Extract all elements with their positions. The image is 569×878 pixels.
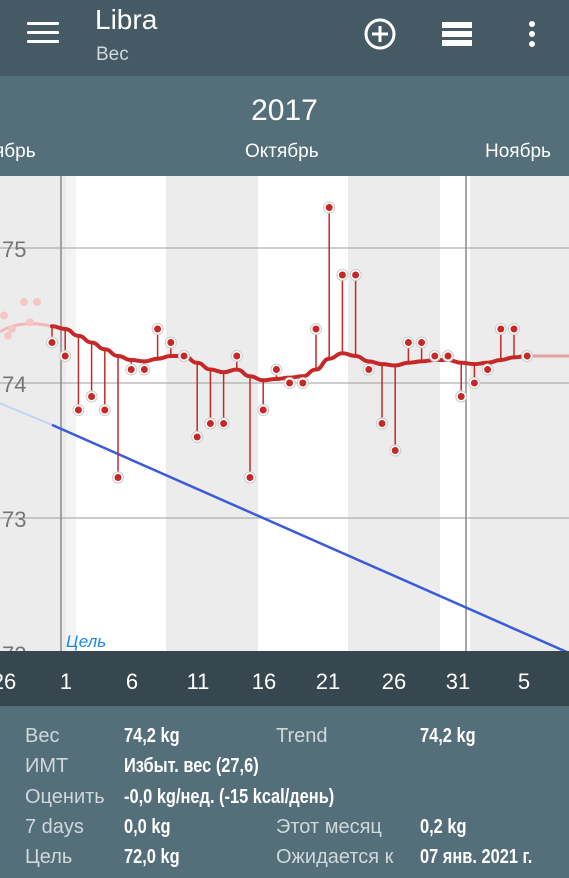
- weight-point: [233, 352, 241, 360]
- stat-rate-value: -0,0 kg/нед. (-15 kcal/день): [124, 786, 335, 808]
- weight-point: [246, 474, 254, 481]
- weight-point: [101, 406, 109, 414]
- stat-weight-value: 74,2 kg: [124, 725, 180, 747]
- weight-point: [510, 325, 518, 333]
- menu-icon[interactable]: [27, 22, 59, 44]
- period-header: 2017 ябрь Октябрь Ноябрь: [0, 76, 569, 176]
- x-tick-label: 26: [381, 669, 407, 694]
- stat-7days-value: 0,0 kg: [124, 816, 171, 838]
- weight-point: [74, 406, 82, 414]
- past-weight-point: [33, 298, 41, 306]
- x-tick-label: 11: [186, 669, 210, 694]
- stat-goal-label: Цель: [25, 846, 73, 868]
- overflow-menu-icon[interactable]: [512, 14, 552, 54]
- weight-point: [61, 352, 69, 360]
- y-tick-label: 73: [2, 507, 26, 532]
- weight-point: [352, 271, 360, 279]
- y-tick-label: 74: [2, 372, 26, 397]
- weight-point: [220, 420, 228, 427]
- list-icon[interactable]: [437, 14, 477, 54]
- weight-point: [378, 420, 386, 427]
- month-label-prev: ябрь: [0, 141, 36, 162]
- stat-7days-label: 7 days: [25, 816, 84, 838]
- past-weight-point: [8, 325, 16, 333]
- weight-point: [48, 339, 56, 346]
- weight-point: [286, 379, 294, 387]
- add-circle-icon[interactable]: [360, 14, 400, 54]
- x-tick-label: 16: [251, 669, 277, 694]
- stat-month-label: Этот месяц: [276, 816, 382, 838]
- y-tick-label: 72: [2, 642, 26, 651]
- stat-trend-label: Trend: [276, 725, 328, 747]
- weight-point: [457, 393, 465, 400]
- weight-point: [444, 352, 452, 360]
- weight-point: [404, 339, 412, 346]
- weight-point: [180, 352, 188, 360]
- weight-point: [259, 406, 267, 414]
- goal-line: [51, 423, 568, 651]
- weight-point: [206, 420, 214, 427]
- weight-point: [154, 325, 162, 333]
- weight-chart[interactable]: 75747372 Цель 6: [0, 176, 569, 651]
- weight-point: [325, 204, 333, 211]
- app-title: Libra: [95, 4, 158, 35]
- week-band: [66, 176, 76, 651]
- weight-chart-svg: 75 74 73 72: [0, 176, 569, 651]
- weight-point: [365, 366, 373, 373]
- month-label-current: Октябрь: [245, 141, 319, 162]
- weight-point: [114, 474, 122, 481]
- weight-point: [484, 366, 492, 373]
- app-subtitle: Вес: [96, 44, 129, 65]
- stat-rate-label: Оценить: [25, 786, 105, 808]
- stat-trend-value: 74,2 kg: [420, 725, 476, 747]
- weight-point: [312, 325, 320, 333]
- app-bar: Libra Вес: [0, 0, 569, 76]
- stat-expected-value: 07 янв. 2021 г.: [420, 846, 533, 868]
- x-tick-label: 26: [0, 669, 17, 694]
- goal-line-label: Цель: [66, 632, 107, 651]
- weight-point: [88, 393, 96, 400]
- stat-goal-value: 72,0 kg: [124, 846, 180, 868]
- x-tick-label: 31: [445, 669, 471, 694]
- goal-line-history: [0, 402, 53, 426]
- x-tick-label: 5: [517, 669, 531, 694]
- stats-panel: Вес 74,2 kg Trend 74,2 kg ИМТ Избыт. вес…: [0, 706, 569, 878]
- y-tick-label: 75: [2, 237, 26, 262]
- past-weight-point: [20, 298, 28, 306]
- stat-bmi-value: Избыт. вес (27,6): [124, 755, 259, 777]
- weight-point: [391, 447, 399, 454]
- stat-weight-label: Вес: [25, 725, 60, 747]
- past-weight-point: [4, 331, 12, 340]
- weight-point: [140, 366, 148, 373]
- stat-expected-label: Ожидается к: [276, 846, 394, 868]
- weight-point: [299, 379, 307, 387]
- past-trend-line: [0, 322, 53, 333]
- x-tick-label: 6: [125, 669, 139, 694]
- x-tick-label: 21: [315, 669, 341, 694]
- weight-point: [418, 339, 426, 346]
- year-label: 2017: [251, 94, 318, 127]
- weight-point: [523, 352, 531, 360]
- week-band: [166, 176, 258, 651]
- week-band: [348, 176, 440, 651]
- past-weight-point: [0, 311, 8, 320]
- stat-month-value: 0,2 kg: [420, 816, 467, 838]
- week-band: [0, 176, 66, 651]
- weight-point: [127, 366, 135, 373]
- stat-bmi-label: ИМТ: [25, 755, 69, 777]
- weight-point: [338, 271, 346, 279]
- weight-point: [470, 379, 478, 387]
- month-label-next: Ноябрь: [485, 141, 551, 162]
- x-tick-label: 1: [59, 669, 73, 694]
- past-weight-point: [26, 318, 34, 327]
- weight-point: [431, 352, 439, 360]
- weight-point: [497, 325, 505, 333]
- x-axis: 26 1 6 11 16 21 26 31 5: [0, 651, 569, 706]
- week-band: [470, 176, 569, 651]
- weight-point: [193, 433, 201, 441]
- weight-point: [272, 366, 280, 373]
- trend-line: [50, 324, 530, 383]
- weight-point: [167, 339, 175, 346]
